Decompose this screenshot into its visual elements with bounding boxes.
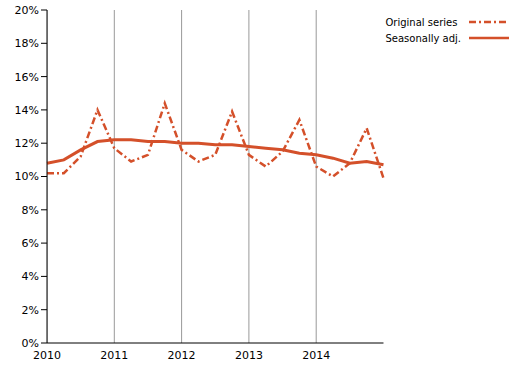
svg-text:2%: 2% bbox=[22, 304, 39, 317]
svg-text:16%: 16% bbox=[15, 71, 39, 84]
svg-text:0%: 0% bbox=[22, 337, 39, 350]
svg-text:2011: 2011 bbox=[100, 349, 128, 362]
svg-text:10%: 10% bbox=[15, 170, 39, 183]
svg-text:2010: 2010 bbox=[33, 349, 61, 362]
svg-text:14%: 14% bbox=[15, 104, 39, 117]
svg-text:18%: 18% bbox=[15, 37, 39, 50]
svg-text:20%: 20% bbox=[15, 4, 39, 17]
svg-text:4%: 4% bbox=[22, 270, 39, 283]
svg-text:12%: 12% bbox=[15, 137, 39, 150]
html-text:Original series: Original series bbox=[385, 16, 458, 28]
svg-text:2014: 2014 bbox=[302, 349, 330, 362]
html-text:Seasonally adj.: Seasonally adj. bbox=[385, 32, 461, 44]
svg-text:8%: 8% bbox=[22, 204, 39, 217]
svg-text:2012: 2012 bbox=[168, 349, 196, 362]
svg-text:6%: 6% bbox=[22, 237, 39, 250]
svg-text:2013: 2013 bbox=[235, 349, 263, 362]
